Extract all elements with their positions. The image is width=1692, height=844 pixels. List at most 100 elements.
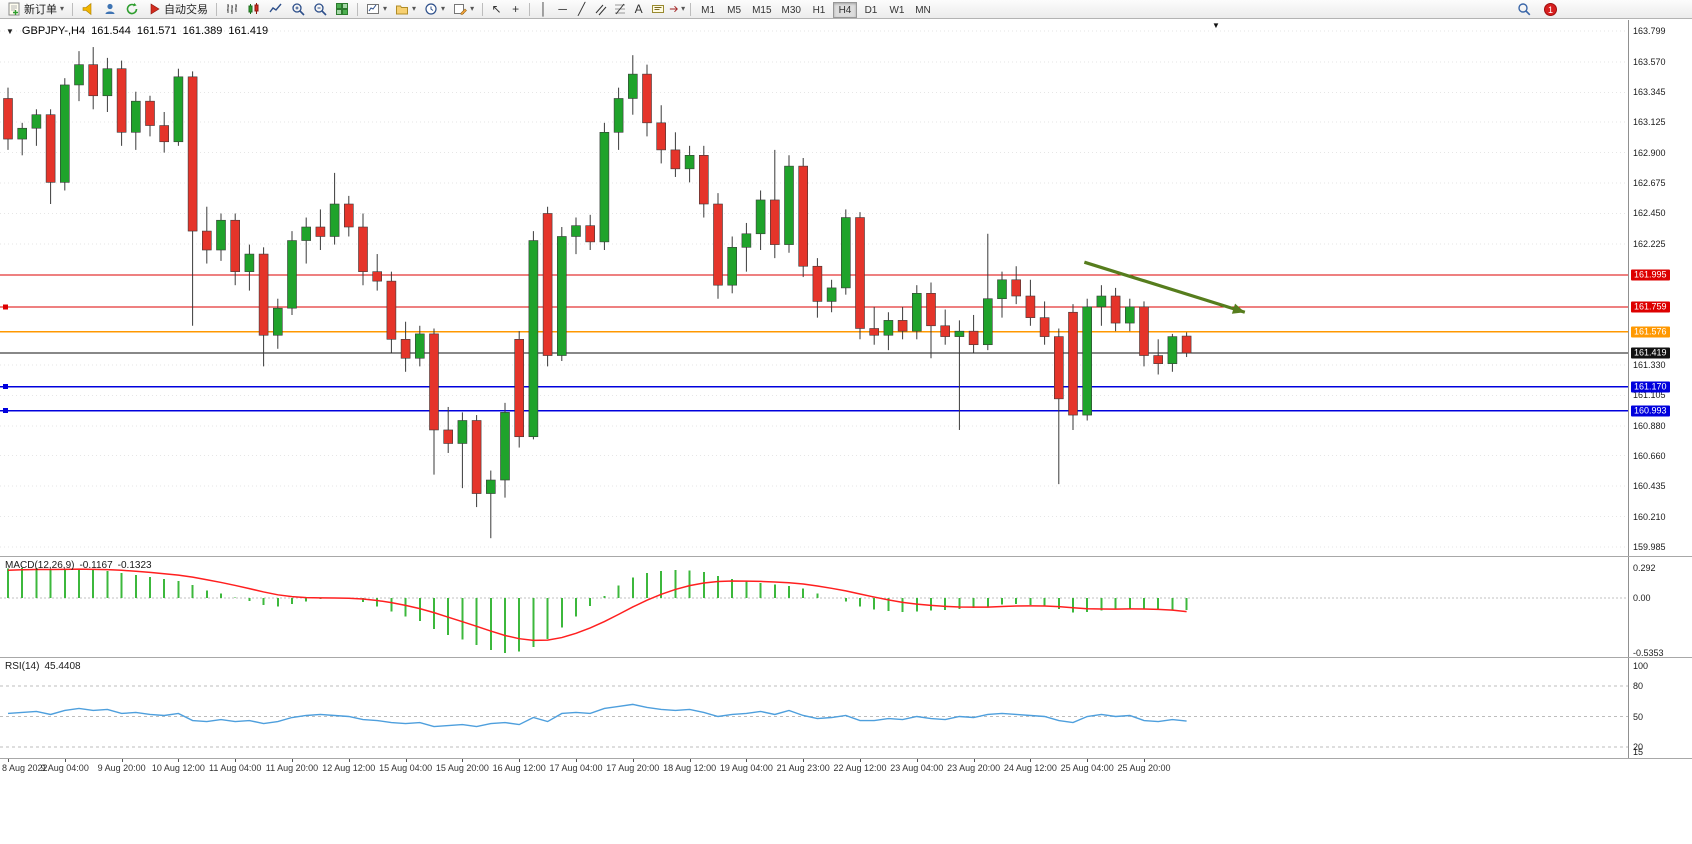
clock-icon xyxy=(425,3,437,15)
price-label-160.993: 160.993 xyxy=(1631,405,1670,417)
candle xyxy=(656,105,667,164)
search-button[interactable] xyxy=(1513,1,1536,18)
candle xyxy=(1181,332,1192,358)
quick-trade-collapse-button[interactable]: ▼ xyxy=(6,26,14,36)
candle xyxy=(329,172,340,245)
macd-panel[interactable] xyxy=(0,557,1629,657)
refresh-icon xyxy=(126,3,138,15)
caret-icon: ▾ xyxy=(60,4,65,13)
arrows-tool-button[interactable]: ▾ xyxy=(667,1,686,18)
time-tick-label: 16 Aug 12:00 xyxy=(492,763,546,773)
fibonacci-icon xyxy=(614,3,625,15)
macd-axis-label: 0.292 xyxy=(1633,562,1656,573)
horizontal-line-tool-button[interactable]: ─ xyxy=(553,1,572,18)
timeframe-button-h1[interactable]: H1 xyxy=(812,4,826,16)
price-tick-label: 160.880 xyxy=(1633,420,1666,431)
candle xyxy=(741,222,752,272)
candle xyxy=(940,309,951,345)
trendline-tool-button[interactable]: ╱ xyxy=(572,1,591,18)
rsi-panel[interactable] xyxy=(0,658,1629,758)
macd-histogram xyxy=(7,567,1188,654)
panel-divider[interactable] xyxy=(0,758,1692,759)
cursor-tool-button[interactable]: ↖ xyxy=(487,1,506,18)
horizontal-line-161.759[interactable] xyxy=(0,304,1629,310)
price-tick-label: 159.985 xyxy=(1633,541,1666,552)
tile-windows-button[interactable] xyxy=(331,1,353,18)
horizontal-line-icon: ─ xyxy=(558,2,567,16)
candle xyxy=(457,412,468,489)
candle xyxy=(755,190,766,251)
price-tick-label: 162.450 xyxy=(1633,208,1666,219)
new-chart-button[interactable]: ▾ xyxy=(362,1,391,18)
notification-badge[interactable]: 1 xyxy=(1544,3,1557,16)
candle xyxy=(798,158,809,278)
time-tick-label: 18 Aug 12:00 xyxy=(663,763,717,773)
price-axis[interactable]: 163.799 163.570 163.345 163.125 162.900 162.6… xyxy=(1629,0,1692,780)
timeframe-button-m30[interactable]: M30 xyxy=(781,4,801,16)
zoom-out-button[interactable] xyxy=(309,1,331,18)
timeframe-button-m1[interactable]: M1 xyxy=(701,4,716,16)
channel-tool-button[interactable] xyxy=(591,1,610,18)
time-tick-label: 23 Aug 20:00 xyxy=(947,763,1001,773)
zoom-in-button[interactable] xyxy=(287,1,309,18)
candle xyxy=(556,227,567,361)
candlestick-chart-button[interactable] xyxy=(243,1,265,18)
text-tool-button[interactable]: A xyxy=(629,1,648,18)
vertical-line-tool-button[interactable]: │ xyxy=(534,1,553,18)
template-button[interactable]: ▾ xyxy=(449,1,478,18)
announcements-button[interactable] xyxy=(77,1,99,18)
candle xyxy=(187,71,198,326)
trend-arrow[interactable] xyxy=(1083,260,1246,314)
horizontal-line-160.993[interactable] xyxy=(0,408,1629,414)
price-label-161.759: 161.759 xyxy=(1631,301,1670,313)
period-button[interactable]: ▾ xyxy=(420,1,449,18)
quote-close: 161.419 xyxy=(228,25,269,37)
zoom-in-icon xyxy=(292,3,305,16)
trendline-icon: ╱ xyxy=(577,2,586,16)
toolbar: 新订单 ▾ 自动交易 ▾ ▾ ▾ xyxy=(0,0,1692,19)
refresh-button[interactable] xyxy=(121,1,143,18)
candle xyxy=(1096,285,1107,326)
time-tick-mark xyxy=(576,759,577,762)
community-button[interactable] xyxy=(99,1,121,18)
panel-divider[interactable] xyxy=(0,556,1692,557)
candle xyxy=(272,298,283,349)
timeframe-button-mn[interactable]: MN xyxy=(915,4,931,16)
timeframe-button-m15[interactable]: M15 xyxy=(752,4,772,16)
new-order-label: 新订单 xyxy=(24,4,57,16)
crosshair-tool-button[interactable]: + xyxy=(506,1,525,18)
profiles-button[interactable]: ▾ xyxy=(391,1,420,18)
candle xyxy=(3,87,13,150)
time-axis[interactable]: 8 Aug 2022 9 Aug 04:00 9 Aug 20:00 10 Aug 1… xyxy=(0,759,1628,779)
macd-signal-line xyxy=(7,568,1187,642)
timeframe-button-m5[interactable]: M5 xyxy=(727,4,742,16)
panel-divider[interactable] xyxy=(0,657,1692,658)
quote-open: 161.544 xyxy=(91,25,131,37)
candle xyxy=(1068,304,1078,430)
main-chart[interactable] xyxy=(0,20,1629,556)
timeframe-button-w1[interactable]: W1 xyxy=(889,4,905,16)
candle xyxy=(1125,298,1135,332)
time-tick-mark xyxy=(860,759,861,762)
timeframe-button-h4[interactable]: H4 xyxy=(832,2,857,19)
chart-shift-marker[interactable]: ▼ xyxy=(1212,21,1220,30)
price-label-161.170: 161.170 xyxy=(1631,381,1670,393)
candle xyxy=(471,415,482,508)
candle xyxy=(429,328,439,475)
fibonacci-tool-button[interactable] xyxy=(610,1,629,18)
bar-chart-button[interactable] xyxy=(221,1,243,18)
candle xyxy=(642,64,652,137)
horizontal-line-161.170[interactable] xyxy=(0,384,1629,390)
line-chart-button[interactable] xyxy=(265,1,287,18)
autotrade-button[interactable]: 自动交易 xyxy=(143,1,212,18)
new-order-icon xyxy=(8,2,20,16)
candle xyxy=(954,320,965,430)
timeframe-button-d1[interactable]: D1 xyxy=(864,4,878,16)
new-order-button[interactable]: 新订单 ▾ xyxy=(3,1,68,18)
chart-title: ▼ GBPJPY-,H4 161.544 161.571 161.389 161… xyxy=(6,25,268,37)
time-tick-label: 9 Aug 20:00 xyxy=(97,763,146,773)
label-tool-button[interactable] xyxy=(648,1,667,18)
time-tick-label: 25 Aug 04:00 xyxy=(1060,763,1114,773)
price-tick-label: 163.799 xyxy=(1633,25,1666,36)
candle xyxy=(727,236,738,294)
